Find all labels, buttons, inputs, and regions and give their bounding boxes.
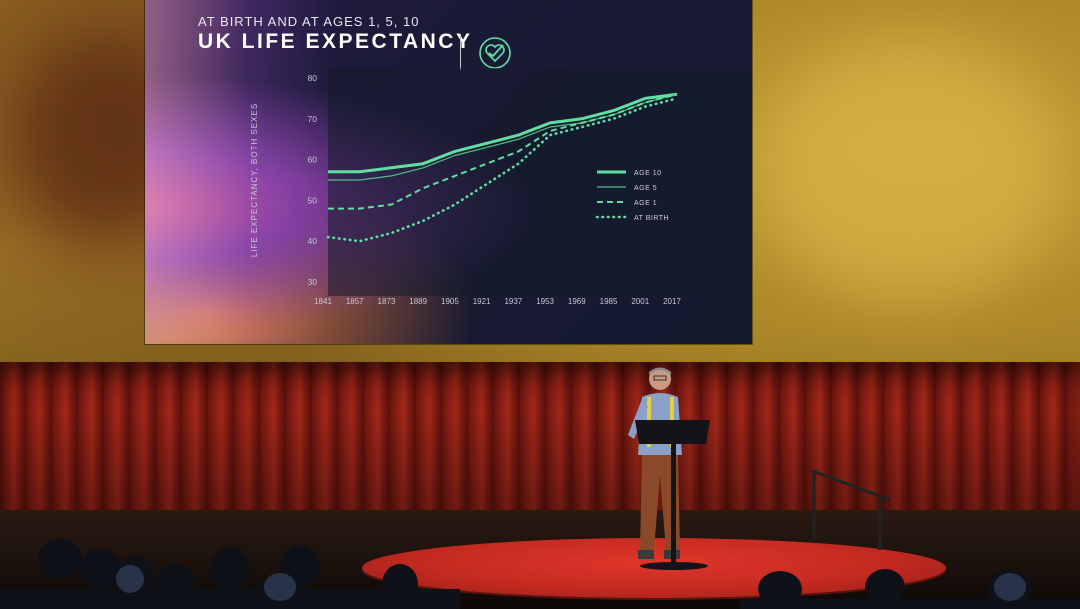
y-tick-label: 80 [308,73,318,83]
y-tick-label: 50 [308,195,318,205]
y-axis-label: LIFE EXPECTANCY, BOTH SEXES [250,103,259,257]
series-line-age-10 [328,92,678,174]
stage-railing [809,470,891,550]
life-expectancy-chart: LIFE EXPECTANCY, BOTH SEXES 80 70 60 50 40 30… [250,68,752,306]
x-tick-label: 1889 [409,297,427,306]
legend-label: AGE 1 [634,200,657,207]
x-tick-label: 1857 [346,297,364,306]
title-divider [460,34,461,70]
x-tick-label: 2001 [631,297,649,306]
plot-area [328,68,752,296]
x-tick-label: 1921 [473,297,491,306]
x-tick-label: 1985 [600,297,618,306]
stage-curtain [0,362,1080,527]
x-tick-label: 1841 [314,297,332,306]
slide-subtitle: AT BIRTH AND AT AGES 1, 5, 10 [198,14,420,29]
x-tick-label: 1969 [568,297,586,306]
legend-label: AGE 5 [634,185,657,192]
y-tick-label: 30 [308,277,318,287]
curtain-shade [0,362,1080,527]
x-tick-label: 1953 [536,297,554,306]
series-line-at-birth [326,97,679,243]
series-line-age-1 [328,93,678,210]
x-tick-label: 1873 [378,297,396,306]
y-tick-label: 40 [308,236,318,246]
x-tick-label: 1905 [441,297,459,306]
x-tick-label: 2017 [663,297,681,306]
legend-label: AT BIRTH [634,215,669,222]
lectern [635,420,710,570]
audience-silhouettes [0,539,1080,609]
y-tick-label: 70 [308,114,318,124]
x-tick-label: 1937 [504,297,522,306]
background-light [760,40,1060,300]
screen-glow [145,0,335,344]
slide-title: UK LIFE EXPECTANCY [198,30,473,53]
legend-label: AGE 10 [634,170,662,177]
y-tick-label: 60 [308,155,318,165]
